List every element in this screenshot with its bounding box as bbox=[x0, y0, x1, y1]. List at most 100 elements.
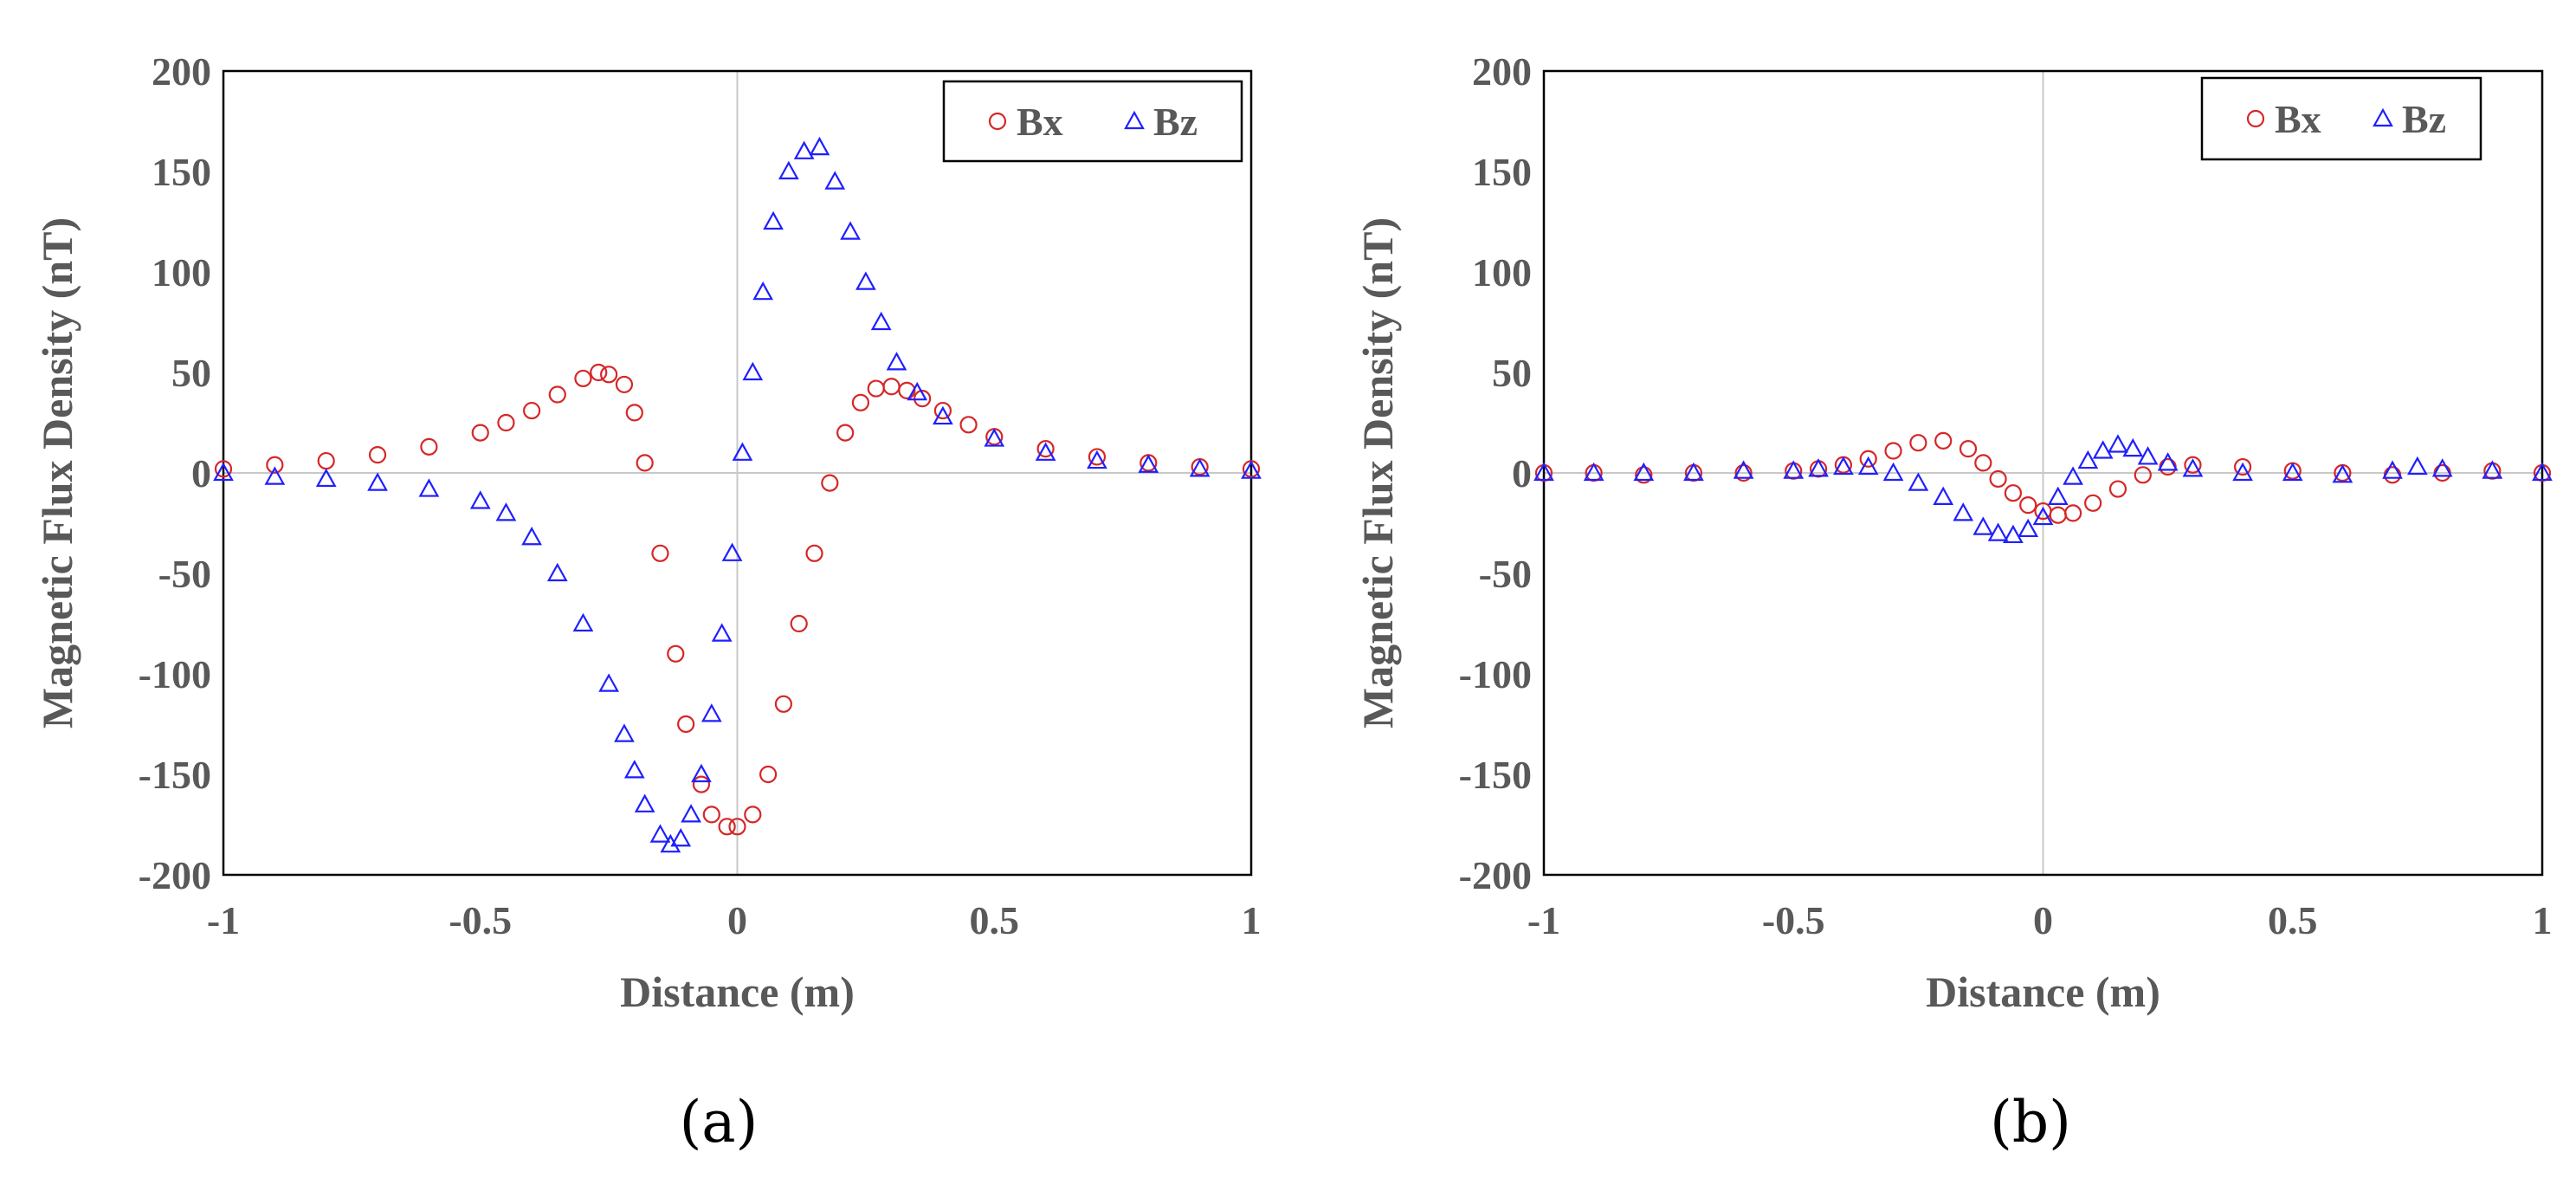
x-axis-label: Distance (m) bbox=[620, 968, 855, 1016]
data-point-bz bbox=[598, 673, 619, 692]
panel-caption: (a) bbox=[680, 1089, 759, 1155]
data-point-bz bbox=[732, 442, 753, 461]
legend-marker-bx bbox=[988, 112, 1007, 131]
x-tick-label: 0 bbox=[2033, 898, 2053, 942]
data-point-bx bbox=[574, 369, 592, 388]
data-point-bx bbox=[522, 401, 541, 420]
data-point-bz bbox=[700, 703, 722, 722]
data-point-bz bbox=[1087, 450, 1107, 469]
data-point-bx bbox=[1884, 442, 1902, 460]
data-point-bx bbox=[368, 446, 387, 464]
data-point-bz bbox=[2407, 456, 2428, 476]
legend-box bbox=[942, 80, 1243, 163]
data-point-bx bbox=[882, 378, 901, 396]
y-tick-label: -100 bbox=[139, 652, 211, 696]
data-point-bx bbox=[774, 695, 793, 713]
legend-marker-bz bbox=[1124, 110, 1145, 130]
data-point-bz bbox=[213, 462, 234, 482]
data-point-bz bbox=[469, 490, 491, 509]
data-point-bz bbox=[1633, 462, 1655, 482]
legend-marker-bz bbox=[2373, 107, 2393, 127]
data-point-bz bbox=[1189, 458, 1211, 477]
data-point-bz bbox=[2108, 434, 2128, 453]
data-point-bx bbox=[2383, 466, 2402, 484]
data-point-bz bbox=[793, 140, 815, 159]
data-point-bz bbox=[2282, 462, 2303, 482]
data-point-bx bbox=[744, 806, 762, 824]
data-point-bz bbox=[521, 526, 542, 546]
data-point-bz bbox=[1857, 456, 1879, 476]
data-point-bz bbox=[572, 612, 594, 632]
data-point-bz bbox=[2003, 524, 2024, 544]
data-point-bz bbox=[1035, 442, 1056, 461]
data-point-bz bbox=[691, 763, 712, 783]
x-tick-label: -1 bbox=[207, 898, 240, 942]
data-point-bx bbox=[1734, 463, 1753, 482]
data-point-bz bbox=[2032, 506, 2054, 526]
y-tick-label: 0 bbox=[191, 451, 211, 495]
legend-label-bz: Bz bbox=[1153, 100, 1198, 144]
data-point-bz bbox=[1987, 522, 2009, 541]
data-point-bz bbox=[264, 466, 286, 485]
data-point-bz bbox=[623, 760, 645, 779]
y-tick-label: -150 bbox=[139, 753, 211, 797]
data-point-bz bbox=[1953, 502, 1974, 521]
data-point-bz bbox=[660, 833, 681, 853]
y-tick-label: -150 bbox=[1459, 753, 1532, 797]
data-point-bx bbox=[1036, 440, 1055, 458]
data-point-bz bbox=[367, 472, 388, 491]
data-point-bz bbox=[855, 271, 876, 290]
data-point-bz bbox=[2018, 518, 2039, 538]
data-point-bz bbox=[2182, 458, 2204, 477]
data-point-bx bbox=[959, 416, 978, 434]
y-axis-label: Magnetic Flux Density (nT) bbox=[33, 217, 81, 728]
legend: Bx Bz bbox=[2200, 76, 2482, 161]
data-point-bz bbox=[2431, 458, 2453, 477]
y-tick-label: -50 bbox=[158, 552, 211, 596]
data-point-bx bbox=[821, 474, 839, 492]
y-tick-label: 50 bbox=[1492, 351, 1532, 395]
legend-label-bz: Bz bbox=[2402, 97, 2446, 141]
data-point-bz bbox=[1833, 456, 1854, 476]
data-point-bz bbox=[1933, 486, 1954, 505]
data-point-bx bbox=[2108, 480, 2127, 498]
y-tick-label: -50 bbox=[1479, 552, 1532, 596]
x-tick-label: -0.5 bbox=[449, 898, 512, 942]
data-point-bx bbox=[1974, 454, 1992, 472]
x-tick-label: 0.5 bbox=[970, 898, 1020, 942]
y-tick-label: -200 bbox=[1459, 853, 1532, 897]
data-point-bx bbox=[677, 715, 695, 734]
data-point-bz bbox=[2122, 437, 2144, 457]
y-tick-label: -100 bbox=[1459, 652, 1532, 696]
data-point-bz bbox=[2137, 446, 2159, 465]
data-point-bz bbox=[2382, 460, 2403, 479]
data-point-bx bbox=[615, 375, 634, 394]
data-point-bx bbox=[471, 424, 489, 442]
data-point-bx bbox=[933, 401, 952, 420]
data-point-bx bbox=[728, 818, 746, 836]
data-point-bz bbox=[809, 136, 830, 156]
data-point-bz bbox=[907, 381, 928, 401]
data-point-bx bbox=[266, 456, 284, 474]
x-tick-label: -1 bbox=[1527, 898, 1560, 942]
x-tick-label: 1 bbox=[2533, 898, 2553, 942]
data-point-bz bbox=[721, 542, 743, 561]
data-point-bz bbox=[984, 428, 1005, 447]
data-point-bz bbox=[1733, 460, 1754, 479]
legend: Bx Bz bbox=[942, 80, 1243, 163]
data-point-bz bbox=[1882, 462, 1904, 482]
data-point-bz bbox=[2063, 466, 2083, 485]
data-point-bz bbox=[2482, 460, 2503, 479]
data-point-bx bbox=[1635, 466, 1653, 484]
data-point-bx bbox=[805, 544, 823, 562]
x-tick-label: 1 bbox=[1242, 898, 1262, 942]
data-point-bz bbox=[670, 827, 692, 847]
data-point-bx bbox=[851, 393, 870, 411]
data-point-bz bbox=[742, 361, 764, 381]
data-point-bz bbox=[2232, 462, 2253, 482]
data-point-bz bbox=[681, 804, 701, 823]
data-point-bx bbox=[1859, 450, 1877, 468]
data-point-bx bbox=[2234, 457, 2252, 476]
data-point-bx bbox=[590, 363, 608, 382]
data-point-bx bbox=[867, 379, 885, 398]
